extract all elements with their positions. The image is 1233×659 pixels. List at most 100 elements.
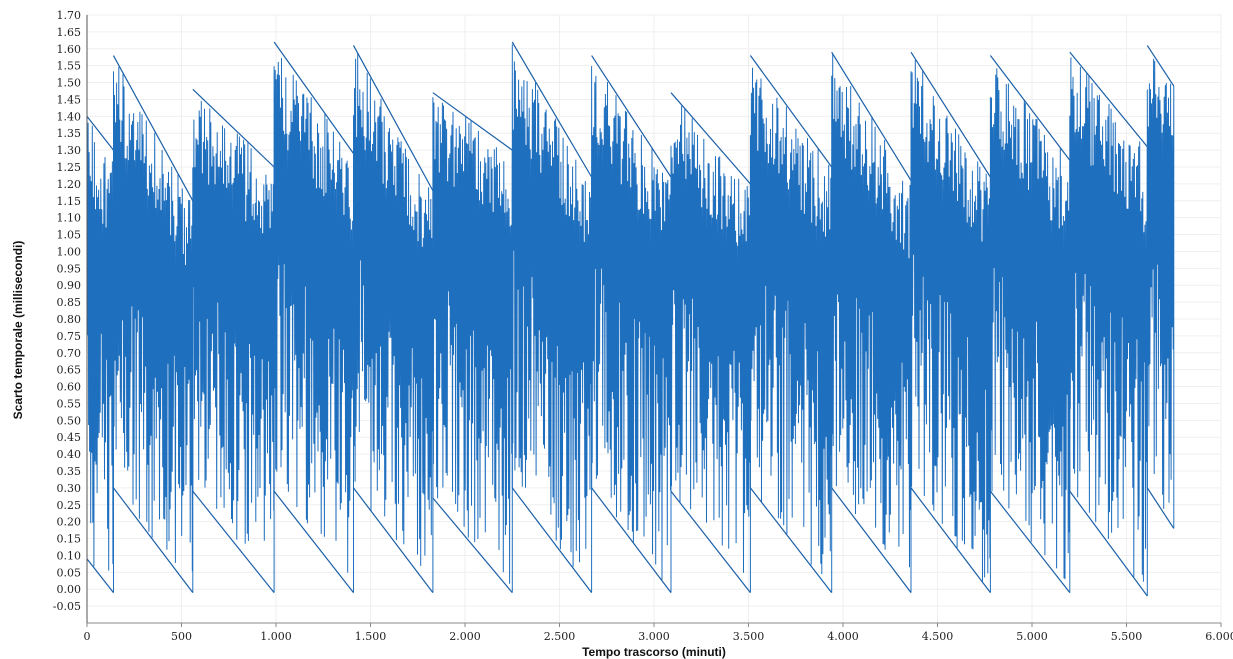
y-tick-label: 0.90 [57, 279, 82, 292]
y-ticks: -0.05 0.00 0.05 0.10 0.15 0.20 0.25 0.30 0.35 0.4… [53, 9, 81, 613]
series-lower-edge [353, 487, 434, 593]
series-lower-edge [273, 490, 354, 593]
y-tick-label: 0.80 [57, 313, 82, 326]
y-tick-label: 1.65 [57, 26, 82, 39]
x-tick-label: 5.000 [1016, 630, 1048, 643]
x-tick-label: 3.500 [733, 630, 765, 643]
y-tick-label: 1.30 [57, 144, 82, 157]
series-upper-edge [670, 92, 751, 185]
series-segment [1069, 57, 1148, 596]
y-tick-label: 0.65 [57, 364, 82, 377]
series-lower-edge [591, 487, 672, 593]
y-tick-label: 1.70 [57, 9, 82, 22]
x-axis-title: Tempo trascorso (minuti) [582, 645, 726, 659]
series-line [86, 41, 1175, 597]
series-segment [1146, 58, 1175, 529]
y-axis-title: Scarto temporale (millisecondi) [11, 241, 25, 420]
series-upper-edge [86, 115, 114, 151]
x-tick-label: 4.500 [922, 630, 954, 643]
y-tick-label: 0.45 [57, 431, 82, 444]
y-tick-label: 1.00 [57, 245, 82, 258]
y-tick-label: 0.50 [57, 414, 82, 427]
y-tick-label: 0.70 [57, 347, 82, 360]
y-tick-label: 0.20 [57, 516, 82, 529]
series-upper-edge [749, 55, 833, 168]
y-tick-label: 1.25 [57, 161, 82, 174]
series-segment [86, 116, 114, 593]
y-tick-label: 0.85 [57, 296, 82, 309]
series-upper-edge [273, 41, 354, 154]
series-lower-edge [910, 487, 991, 593]
x-ticks: 0 500 1.000 1.500 2.000 2.500 3.000 3.500 4.000 4… [84, 623, 1233, 643]
x-tick-label: 3.000 [638, 630, 670, 643]
series-lower-edge [86, 558, 114, 593]
series-upper-edge [352, 45, 434, 191]
series-segment [831, 54, 912, 593]
x-tick-label: 4.000 [827, 630, 859, 643]
series-segment [591, 66, 672, 593]
y-tick-label: 1.15 [57, 195, 82, 208]
series-upper-edge [511, 41, 593, 178]
series-lower-edge [432, 497, 513, 593]
series-upper-edge [831, 51, 912, 181]
series-segment [989, 68, 1071, 593]
x-tick-label: 2.500 [544, 630, 576, 643]
y-tick-label: 0.75 [57, 330, 82, 343]
series-segment [910, 59, 991, 593]
y-tick-label: 1.45 [57, 93, 82, 106]
y-tick-label: 0.55 [57, 397, 82, 410]
y-tick-label: 0.95 [57, 262, 82, 275]
x-tick-label: 1.000 [260, 630, 292, 643]
x-tick-label: 6.000 [1205, 630, 1233, 643]
series-lower-edge [112, 487, 194, 593]
series-lower-edge [831, 487, 912, 593]
y-tick-label: 0.35 [57, 465, 82, 478]
series-upper-edge [112, 55, 194, 202]
y-tick-label: 0.40 [57, 448, 82, 461]
y-tick-label: 1.20 [57, 178, 82, 191]
series-lower-edge [1146, 487, 1175, 529]
x-tick-label: 0 [84, 630, 91, 643]
x-tick-label: 2.000 [449, 630, 481, 643]
y-tick-label: 0.05 [57, 566, 82, 579]
series-segment [353, 53, 434, 593]
y-tick-label: 1.40 [57, 110, 82, 123]
series-lower-edge [989, 490, 1071, 593]
y-tick-label: 0.25 [57, 499, 82, 512]
series-upper-edge [989, 55, 1071, 161]
y-tick-label: 1.35 [57, 127, 82, 140]
y-tick-label: 0.60 [57, 381, 82, 394]
series-segment [511, 44, 593, 593]
series-upper-edge [192, 88, 275, 168]
y-tick-label: 1.55 [57, 60, 82, 73]
series-segment [273, 58, 354, 593]
x-tick-label: 5.500 [1111, 630, 1143, 643]
y-tick-label: 0.00 [57, 583, 82, 596]
y-tick-label: -0.05 [53, 600, 81, 613]
series-lower-edge [192, 490, 275, 593]
series-lower-edge [1069, 490, 1148, 597]
series-upper-edge [591, 55, 672, 178]
y-tick-label: 1.50 [57, 77, 82, 90]
y-tick-label: 1.10 [57, 212, 82, 225]
x-tick-label: 1.500 [355, 630, 387, 643]
series-lower-edge [749, 487, 833, 593]
series-upper-edge [432, 92, 513, 151]
y-tick-label: 1.60 [57, 43, 82, 56]
series-segment [749, 67, 833, 593]
series-upper-edge [1146, 45, 1175, 87]
series-segment [113, 66, 194, 593]
series-segment [670, 105, 751, 593]
series-upper-edge [910, 51, 991, 178]
y-tick-label: 1.05 [57, 229, 82, 242]
y-tick-label: 0.15 [57, 533, 82, 546]
series-lower-edge [511, 487, 593, 593]
series-lower-edge [670, 490, 751, 593]
series-segment [192, 100, 275, 593]
y-tick-label: 0.30 [57, 482, 82, 495]
x-tick-label: 500 [171, 630, 192, 643]
series-upper-edge [1069, 51, 1148, 148]
series-segment [432, 97, 513, 593]
y-tick-label: 0.10 [57, 549, 82, 562]
